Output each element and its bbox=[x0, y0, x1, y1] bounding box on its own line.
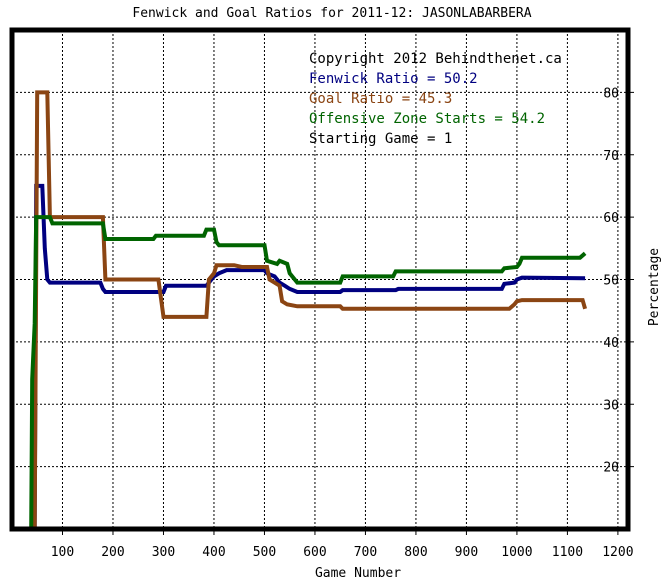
legend: Copyright 2012 Behindthenet.ca Fenwick Ra… bbox=[309, 51, 562, 147]
x-tick-label: 1100 bbox=[552, 545, 583, 560]
x-tick-label: 800 bbox=[404, 545, 427, 560]
starting-game-text: Starting Game = 1 bbox=[309, 131, 452, 147]
x-tick-label: 600 bbox=[303, 545, 326, 560]
copyright-text: Copyright 2012 Behindthenet.ca bbox=[309, 51, 562, 67]
x-tick-label: 400 bbox=[202, 545, 225, 560]
y-axis-ticks: 20 30 40 50 60 70 80 bbox=[603, 86, 634, 476]
y-tick-label: 40 bbox=[603, 336, 619, 351]
y-tick-label: 50 bbox=[603, 274, 619, 289]
x-tick-label: 200 bbox=[101, 545, 124, 560]
y-tick-label: 70 bbox=[603, 149, 619, 164]
x-axis-label: Game Number bbox=[315, 566, 401, 580]
x-tick-label: 500 bbox=[253, 545, 276, 560]
x-axis-ticks: 100 200 300 400 500 600 700 800 900 1000 1100 1200 bbox=[51, 529, 634, 560]
x-tick-label: 700 bbox=[354, 545, 377, 560]
x-tick-label: 900 bbox=[455, 545, 478, 560]
legend-entry: Fenwick Ratio = 50.2 bbox=[309, 71, 478, 87]
chart-title: Fenwick and Goal Ratios for 2011-12: JAS… bbox=[132, 6, 531, 21]
series-line bbox=[29, 215, 587, 530]
legend-entry: Goal Ratio = 45.3 bbox=[309, 91, 452, 107]
x-tick-label: 100 bbox=[51, 545, 74, 560]
x-tick-label: 1000 bbox=[501, 545, 532, 560]
series-line bbox=[32, 90, 588, 530]
y-tick-label: 30 bbox=[603, 398, 619, 413]
y-tick-label: 20 bbox=[603, 461, 619, 476]
x-tick-label: 1200 bbox=[602, 545, 633, 560]
y-axis-label: Percentage bbox=[647, 248, 662, 326]
series-line bbox=[32, 183, 586, 530]
plot-series bbox=[29, 90, 588, 530]
x-tick-label: 300 bbox=[152, 545, 175, 560]
y-tick-label: 60 bbox=[603, 211, 619, 226]
y-tick-label: 80 bbox=[603, 86, 619, 101]
legend-entry: Offensive Zone Starts = 54.2 bbox=[309, 111, 545, 127]
